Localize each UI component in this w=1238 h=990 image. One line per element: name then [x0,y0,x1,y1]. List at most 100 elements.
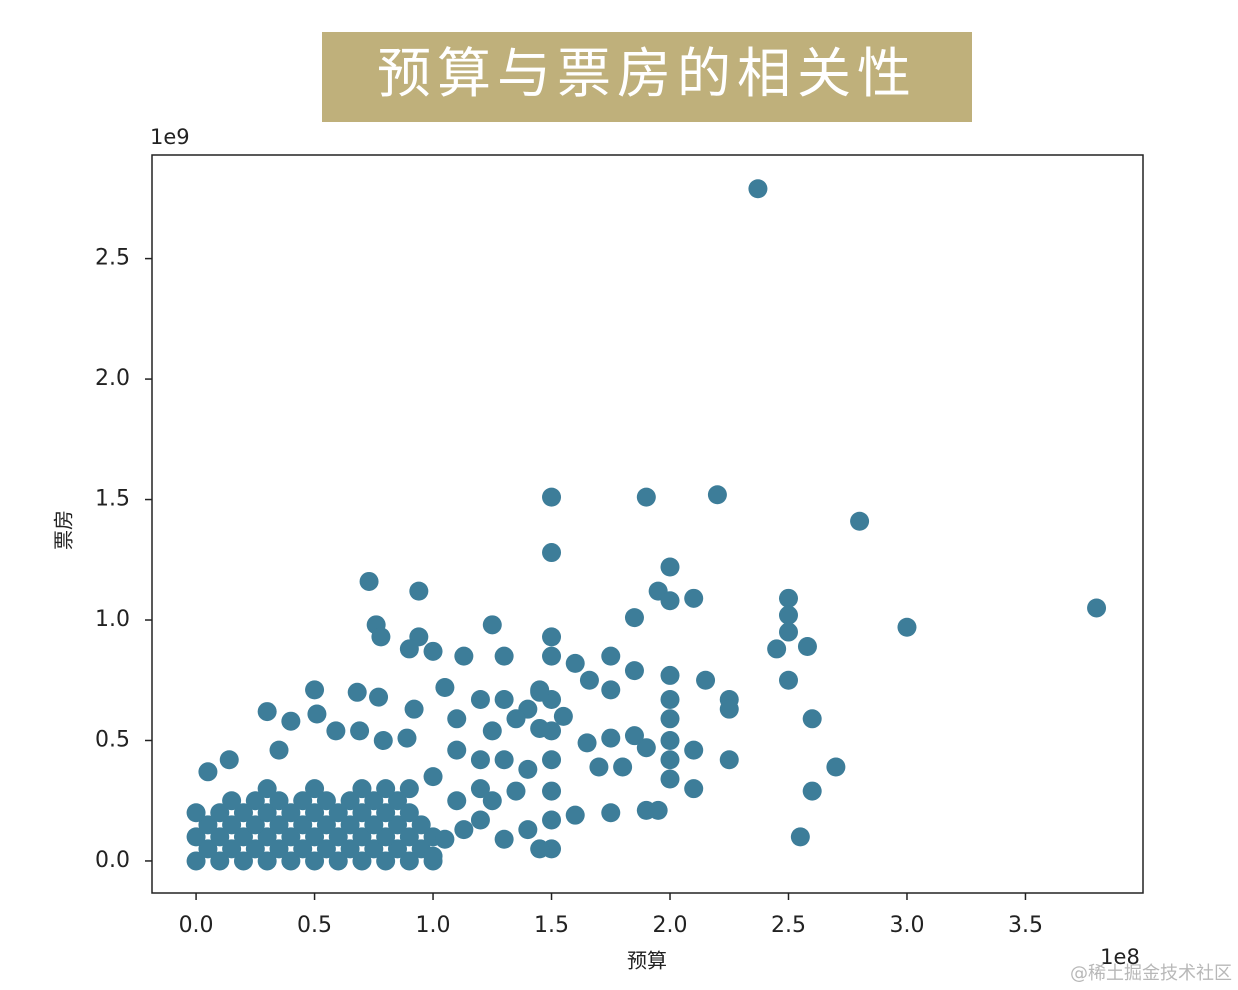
point [364,791,384,811]
point [767,639,787,659]
point [281,711,301,731]
x-tick-label: 1.5 [534,913,569,938]
point [435,677,455,697]
point [470,750,490,770]
point [316,815,336,835]
point [707,485,727,505]
point [542,543,562,563]
point [257,779,277,799]
point [347,682,367,702]
x-tick-label: 2.0 [653,913,688,938]
point [778,622,798,642]
point [281,803,301,823]
point [352,779,372,799]
point [748,179,768,199]
point [186,803,206,823]
point [494,829,514,849]
point [305,680,325,700]
point [797,637,817,657]
point [542,646,562,666]
point [198,762,218,782]
point [778,605,798,625]
point [397,728,417,748]
point [601,803,621,823]
point [660,730,680,750]
point [518,759,538,779]
point [352,851,372,871]
chart-title: 预算与票房的相关性 [377,42,917,105]
point [257,702,277,722]
point [233,827,253,847]
point [542,627,562,647]
point [269,740,289,760]
point [624,661,644,681]
x-tick-label: 3.5 [1008,913,1043,938]
point [530,718,550,738]
point [359,571,379,591]
point [435,829,455,849]
point [352,827,372,847]
point [316,839,336,859]
point [660,665,680,685]
y-tick-label: 2.5 [95,246,130,271]
point [624,726,644,746]
point [553,706,573,726]
point [542,781,562,801]
point [364,815,384,835]
point [305,779,325,799]
point [376,779,396,799]
point [399,851,419,871]
point [636,738,656,758]
point [542,487,562,507]
point [198,839,218,859]
point [293,839,313,859]
point [387,839,407,859]
point [565,805,585,825]
point [186,827,206,847]
point [660,769,680,789]
point [222,839,242,859]
point [245,815,265,835]
point [601,646,621,666]
point [269,791,289,811]
point [387,815,407,835]
point [328,827,348,847]
x-tick-label: 0.0 [179,913,214,938]
point [328,851,348,871]
point [293,815,313,835]
point [198,815,218,835]
point [447,740,467,760]
point [850,511,870,531]
y-offset: 1e9 [150,125,190,149]
point [399,827,419,847]
point [542,810,562,830]
point [316,791,336,811]
point [790,827,810,847]
point [454,820,474,840]
point [307,704,327,724]
point [494,750,514,770]
point [684,588,704,608]
point [826,757,846,777]
point [719,750,739,770]
point [423,846,443,866]
point [369,687,389,707]
y-tick-label: 0.0 [95,848,130,873]
point [371,627,391,647]
point [660,591,680,611]
point [624,608,644,628]
point [222,791,242,811]
point [579,670,599,690]
point [269,815,289,835]
point [257,851,277,871]
point [269,839,289,859]
y-axis-label: 票房 [52,510,76,550]
point [1087,598,1107,618]
point [684,740,704,760]
point [340,815,360,835]
point [219,750,239,770]
point [399,779,419,799]
point [648,800,668,820]
point [281,827,301,847]
